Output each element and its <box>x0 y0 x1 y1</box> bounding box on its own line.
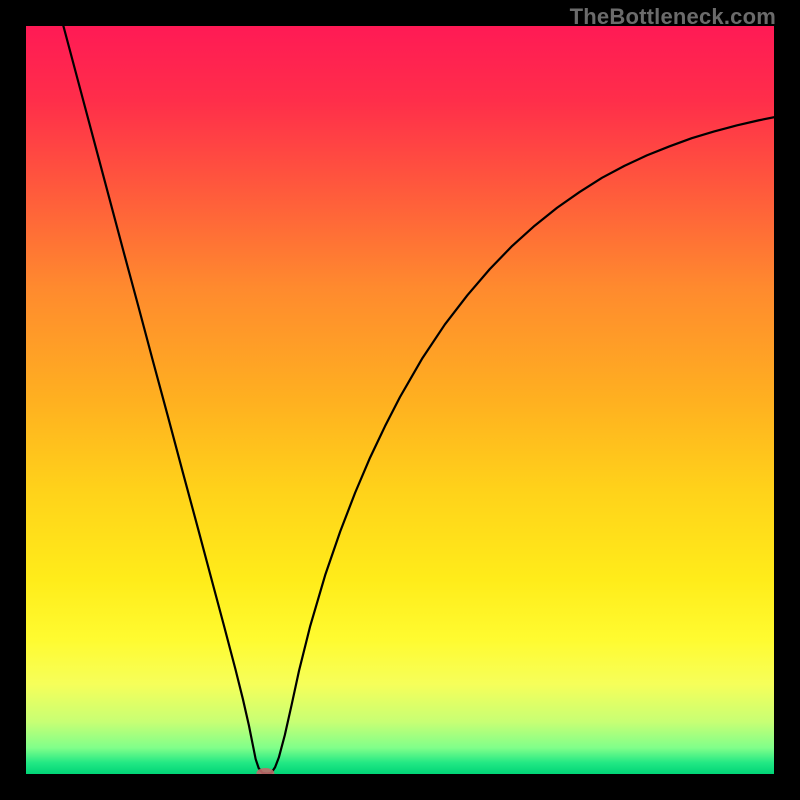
plot-svg <box>26 26 774 774</box>
plot-frame <box>26 26 774 774</box>
chart-container: TheBottleneck.com <box>0 0 800 800</box>
plot-background <box>26 26 774 774</box>
